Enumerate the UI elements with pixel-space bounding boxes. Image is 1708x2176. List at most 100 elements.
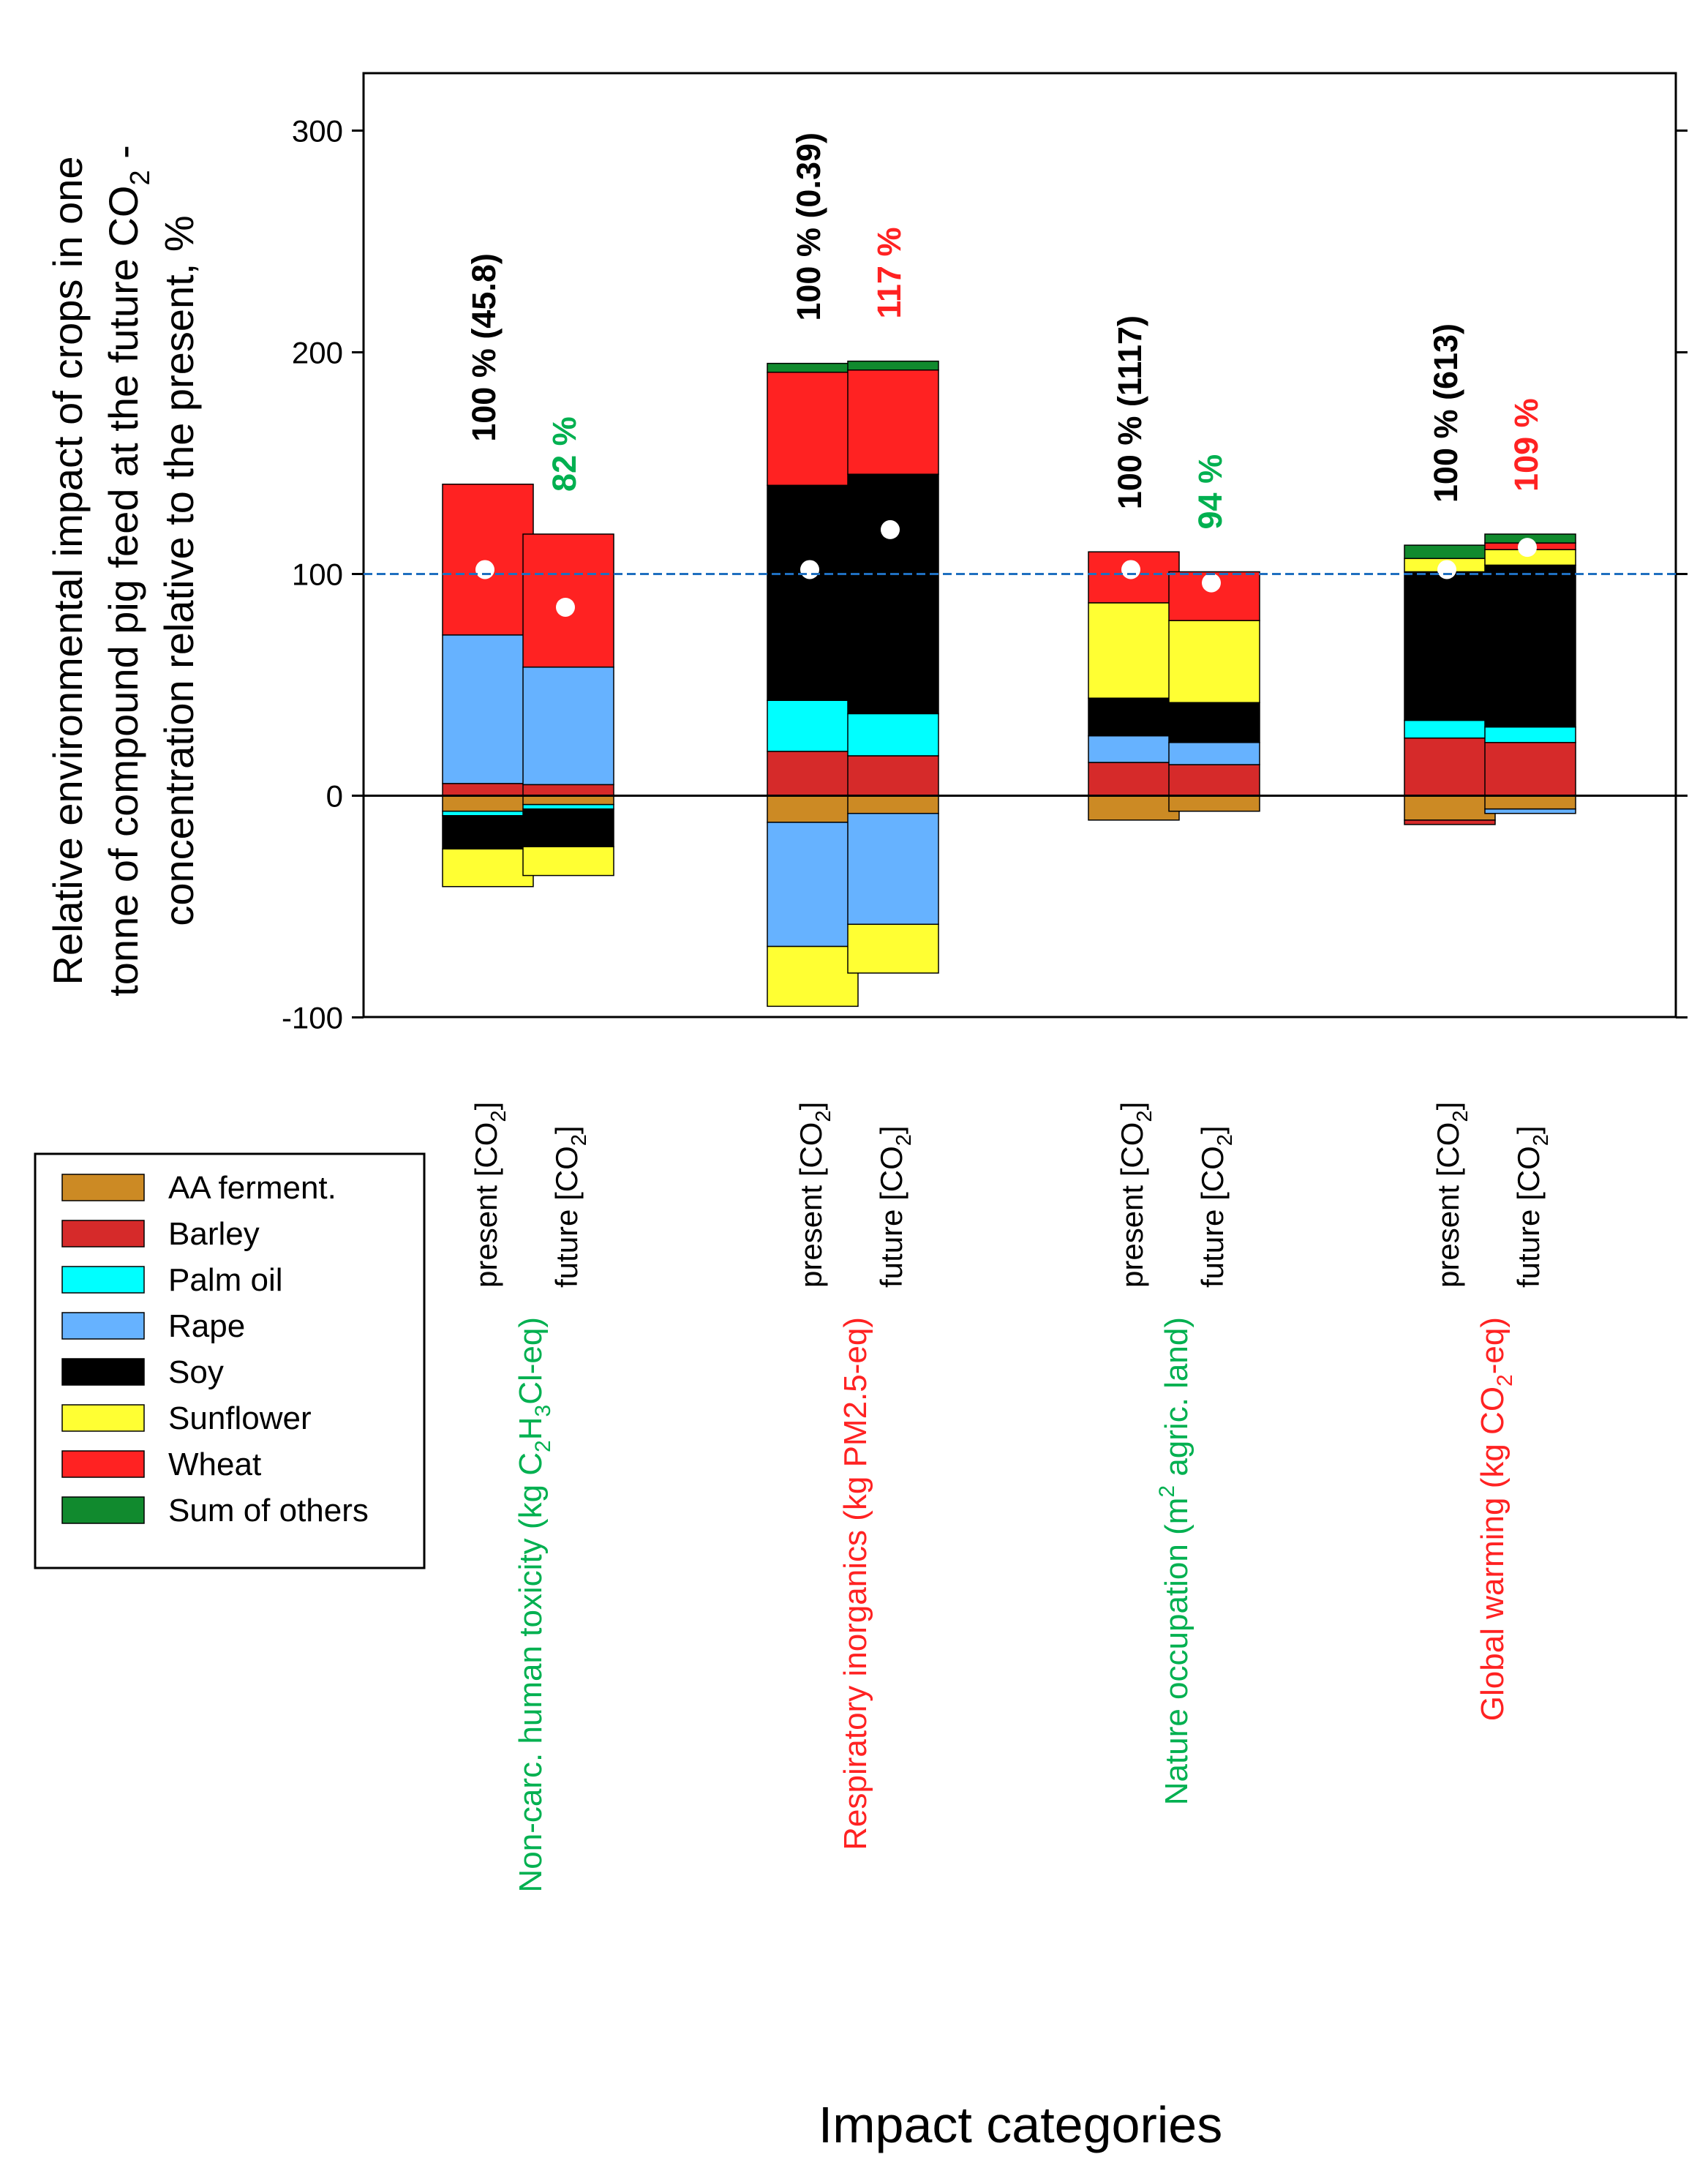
bar-segment-soy: [1168, 702, 1260, 743]
legend-swatch-sunflower: [61, 1404, 145, 1432]
bar-segment-aa-ferment-: [847, 795, 939, 814]
bar-segment-barley: [1088, 762, 1180, 797]
legend-label: Rape: [168, 1308, 245, 1344]
legend-label: AA ferment.: [168, 1170, 336, 1206]
bar-segment-barley: [522, 784, 614, 797]
x-tick-label: present [CO2​]: [794, 1102, 835, 1288]
x-tick-label: present [CO2​]: [1115, 1102, 1156, 1288]
category-label: Non-carc. human toxicity (kg C2​H3​Cl-eq…: [513, 1317, 555, 1892]
legend-swatch-rape: [61, 1312, 145, 1340]
bar-segment-barley: [1484, 742, 1576, 797]
bar-segment-sunflower: [1168, 620, 1260, 703]
bar-segment-soy: [522, 808, 614, 847]
bar-segment-aa-ferment-: [1484, 795, 1576, 810]
bar-segment-wheat: [847, 369, 939, 475]
bar-segment-palm-oil: [1404, 719, 1496, 739]
bar-annotation: 82 %: [546, 416, 583, 492]
legend-swatch-soy: [61, 1358, 145, 1386]
legend-swatch-sum-of-others: [61, 1496, 145, 1524]
x-tick-label: future [CO2​]: [1195, 1125, 1237, 1288]
x-axis-title: Impact categories: [819, 2096, 1222, 2153]
y-tick-label: 200: [292, 336, 343, 370]
bar-segment-wheat: [767, 372, 859, 487]
y-tick-label: 300: [292, 114, 343, 149]
bar-segment-palm-oil: [442, 810, 534, 817]
bar-segment-soy: [442, 815, 534, 849]
bar-segment-aa-ferment-: [522, 795, 614, 806]
bar-segment-soy: [1404, 571, 1496, 721]
bar-annotation: 100 % (45.8): [465, 253, 503, 442]
x-tick-label: future [CO2​]: [874, 1125, 916, 1288]
bar-segment-soy: [1088, 697, 1180, 737]
y-tick-label: -100: [282, 1001, 343, 1035]
bar-segment-sunflower: [767, 945, 859, 1008]
legend-label: Wheat: [168, 1447, 261, 1482]
bar-segment-barley: [1168, 764, 1260, 797]
legend-label: Barley: [168, 1216, 260, 1252]
value-dot: [1518, 538, 1537, 558]
bar-segment-barley: [1404, 737, 1496, 797]
value-dot: [800, 560, 819, 579]
bar-segment-palm-oil: [522, 803, 614, 810]
bar-annotation: 100 % (1117): [1111, 315, 1148, 509]
bar-segment-rape: [442, 634, 534, 784]
bar-segment-barley: [847, 755, 939, 797]
y-axis-title: tonne of compound pig feed at the future…: [100, 145, 156, 997]
bar-segment-barley: [1404, 819, 1496, 825]
bar-segment-sunflower: [522, 846, 614, 877]
bar-segment-palm-oil: [1484, 726, 1576, 743]
y-axis-title: concentration relative to the present, %: [156, 215, 202, 926]
bar-segment-soy: [847, 473, 939, 715]
bar-segment-aa-ferment-: [1088, 795, 1180, 821]
bar-segment-sunflower: [442, 848, 534, 888]
value-dot: [475, 560, 494, 579]
bar-segment-soy: [1484, 564, 1576, 728]
legend-label: Sum of others: [168, 1493, 369, 1528]
bar-segment-sum-of-others: [1404, 544, 1496, 560]
bar-annotation: 100 % (0.39): [790, 132, 827, 321]
y-tick-label: 100: [292, 558, 343, 592]
bar-segment-palm-oil: [847, 713, 939, 757]
x-tick-label: present [CO2​]: [469, 1102, 511, 1288]
bar-annotation: 117 %: [870, 227, 908, 318]
value-dot: [556, 597, 575, 617]
bar-segment-aa-ferment-: [1404, 795, 1496, 821]
value-dot: [881, 519, 900, 539]
legend-swatch-aa-ferment-: [61, 1174, 145, 1201]
bar-segment-aa-ferment-: [767, 795, 859, 823]
bar-segment-rape: [522, 667, 614, 786]
bar-annotation: 100 % (613): [1427, 323, 1464, 503]
plot-frame: [362, 72, 1677, 1018]
bar-segment-aa-ferment-: [1168, 795, 1260, 812]
bar-segment-rape: [847, 812, 939, 925]
y-axis-title: Relative environmental impact of crops i…: [45, 156, 91, 985]
bar-segment-barley: [442, 783, 534, 797]
bar-segment-wheat: [442, 484, 534, 636]
bar-annotation: 94 %: [1192, 454, 1229, 530]
bar-segment-aa-ferment-: [442, 795, 534, 812]
bar-segment-sum-of-others: [767, 362, 859, 373]
bar-segment-rape: [767, 822, 859, 948]
value-dot: [1202, 573, 1221, 593]
legend-label: Soy: [168, 1354, 224, 1390]
category-label: Respiratory inorganics (kg PM2.5-eq): [838, 1317, 873, 1850]
x-tick-label: future [CO2​]: [1511, 1125, 1553, 1288]
bar-segment-sunflower: [1088, 602, 1180, 699]
value-dot: [1437, 560, 1456, 579]
legend-swatch-wheat: [61, 1450, 145, 1478]
legend-swatch-palm-oil: [61, 1266, 145, 1294]
bar-segment-rape: [1088, 735, 1180, 763]
category-label: Nature occupation (m2​ agric. land): [1155, 1317, 1195, 1805]
bar-annotation: 109 %: [1508, 398, 1545, 492]
y-tick-label: 0: [326, 779, 343, 814]
category-label: Global warming (kg CO2​-eq): [1475, 1317, 1517, 1721]
bar-segment-sunflower: [847, 923, 939, 974]
legend-label: Sunflower: [168, 1400, 312, 1436]
value-dot: [1121, 560, 1140, 579]
bar-segment-sum-of-others: [847, 360, 939, 371]
legend-label: Palm oil: [168, 1262, 283, 1298]
x-tick-label: present [CO2​]: [1431, 1102, 1472, 1288]
bar-segment-barley: [767, 751, 859, 797]
bar-segment-soy: [767, 484, 859, 701]
